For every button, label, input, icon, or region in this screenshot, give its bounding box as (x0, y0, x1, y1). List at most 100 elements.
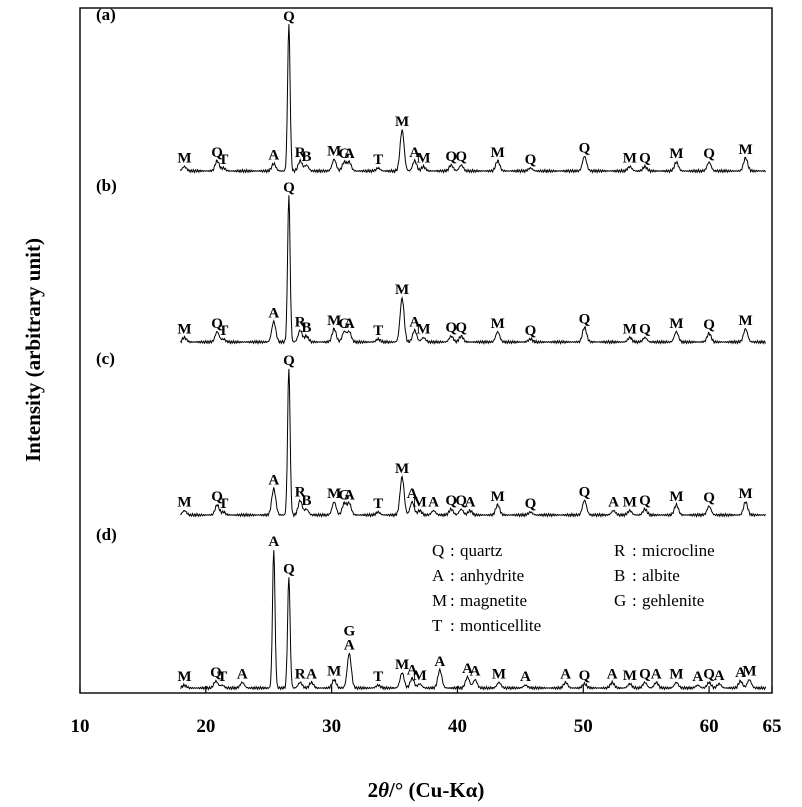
peak-label: Q (445, 320, 457, 336)
peak-label: A (465, 495, 476, 511)
panel-label: (b) (96, 176, 117, 195)
peak-label: M (742, 664, 756, 680)
peak-label: G (343, 624, 355, 640)
peak-label: Q (455, 493, 467, 509)
peak-label: A (470, 664, 481, 680)
peak-label: Q (639, 151, 651, 167)
peak-label: A (462, 661, 473, 677)
peak-label: A (237, 667, 248, 683)
x-tick-label: 10 (71, 716, 90, 737)
x-tick-label: 30 (322, 716, 341, 737)
x-tick-label: 50 (574, 716, 593, 737)
panel-label: (d) (96, 525, 117, 544)
legend-name: quartz (460, 541, 503, 560)
legend-colon: : (632, 541, 637, 560)
legend-code: G (614, 591, 626, 610)
peak-label: Q (283, 353, 295, 369)
peak-label: A (344, 146, 355, 162)
peak-label: A (735, 665, 746, 681)
peak-label: M (739, 142, 753, 158)
legend-code: Q (432, 541, 444, 560)
peak-label: T (217, 669, 227, 685)
panel-labels: (a) (b) (c) (d) (96, 5, 117, 544)
peak-label: R (295, 145, 306, 161)
peak-label: M (623, 322, 637, 338)
x-axis-label-suffix: /° (Cu-Kα) (388, 778, 484, 802)
peak-label: A (428, 495, 439, 511)
peak-label: R (295, 484, 306, 500)
legend-colon: : (450, 541, 455, 560)
peak-label: T (218, 496, 228, 512)
phase-legend: Q: quartz R: microcline A: anhydrite B: albite M… (432, 541, 715, 635)
legend-colon: : (450, 591, 455, 610)
peak-label: A (407, 486, 418, 502)
peak-label: M (491, 489, 505, 505)
peak-label: Q (639, 493, 651, 509)
legend-colon: : (450, 566, 455, 585)
peak-label: M (395, 282, 409, 298)
peak-label: R (295, 314, 306, 330)
legend-name: albite (642, 566, 680, 585)
peak-label: Q (703, 667, 715, 683)
peak-label: M (177, 495, 191, 511)
peak-label: Q (639, 322, 651, 338)
peak-label: A (434, 654, 445, 670)
peak-label: Q (579, 311, 591, 327)
peak-label: A (714, 668, 725, 684)
peak-label: M (327, 486, 341, 502)
peak-label: A (268, 473, 279, 489)
peak-label: A (692, 669, 703, 685)
legend-code: A (432, 566, 445, 585)
peak-label: A (344, 638, 355, 654)
peak-label: M (739, 313, 753, 329)
peak-label: Q (703, 490, 715, 506)
y-axis-label: Intensity (arbitrary unit) (21, 238, 45, 462)
peak-label: M (623, 668, 637, 684)
x-tick-label: 60 (700, 716, 719, 737)
peak-label: Q (455, 320, 467, 336)
peak-label: Q (525, 152, 537, 168)
peak-label: M (623, 495, 637, 511)
peak-label: M (492, 667, 506, 683)
xrd-trace (180, 368, 767, 518)
peak-label: M (327, 664, 341, 680)
peak-label: M (395, 657, 409, 673)
x-axis-label-prefix: 2 (368, 778, 379, 802)
peak-label: Q (455, 149, 467, 165)
peak-label: A (344, 316, 355, 332)
legend-code: R (614, 541, 626, 560)
peak-label: Q (445, 149, 457, 165)
peak-label: A (409, 314, 420, 330)
peak-label: A (306, 667, 317, 683)
peak-label: Q (579, 484, 591, 500)
peak-label: Q (639, 667, 651, 683)
peak-label: A (520, 669, 531, 685)
peak-label: M (739, 486, 753, 502)
legend-code: M (432, 591, 447, 610)
peak-label: Q (525, 323, 537, 339)
peak-label: M (327, 143, 341, 159)
peak-label: M (491, 316, 505, 332)
legend-code: B (614, 566, 625, 585)
peak-label: Q (579, 140, 591, 156)
peak-label: T (373, 323, 383, 339)
peak-label: Q (283, 180, 295, 196)
x-axis-label: 2θ/° (Cu-Kα) (368, 778, 485, 802)
legend-colon: : (632, 591, 637, 610)
x-tick-label: 20 (196, 716, 215, 737)
legend-name: gehlenite (642, 591, 704, 610)
peak-label: Q (283, 9, 295, 25)
peak-label: G (338, 487, 350, 503)
peak-label: Q (211, 316, 223, 332)
peak-label: A (409, 145, 420, 161)
x-tick-label: 40 (448, 716, 467, 737)
plot-frame (79, 7, 773, 694)
peak-label: Q (703, 317, 715, 333)
peak-label: G (338, 146, 350, 162)
legend-name: microcline (642, 541, 715, 560)
peak-label: G (338, 316, 350, 332)
peak-label: Q (579, 668, 591, 684)
panel-label: (c) (96, 349, 115, 368)
legend-code: T (432, 616, 443, 635)
